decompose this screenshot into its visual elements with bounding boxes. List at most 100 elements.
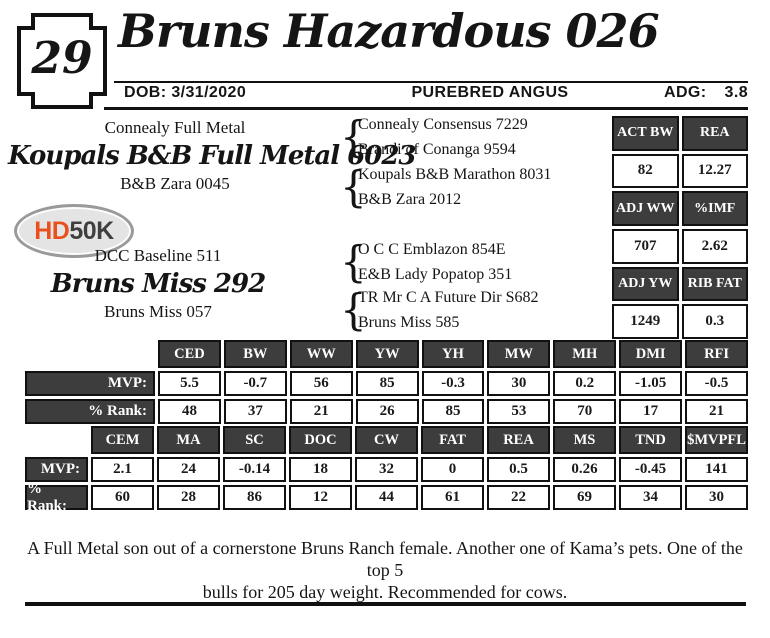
epd-row-label: % Rank: bbox=[25, 481, 88, 514]
breed-text: PUREBRED ANGUS bbox=[411, 84, 569, 101]
page-bottom-rule bbox=[25, 602, 746, 606]
ancestor-group: { Connealy Consensus 7229 Brandi of Cona… bbox=[340, 112, 630, 162]
epd-column-header: DMI bbox=[619, 340, 683, 368]
epd-column-header: MS bbox=[553, 426, 616, 454]
epd-column-header: MW bbox=[487, 340, 551, 368]
sire-of-sire: Connealy Full Metal bbox=[104, 118, 246, 137]
stat-value: 12.27 bbox=[681, 153, 748, 189]
stat-header: ADJ WW bbox=[612, 191, 679, 226]
stat-header: ADJ YW bbox=[612, 266, 679, 302]
hd50k-logo-50k: 50K bbox=[69, 216, 114, 245]
epd-value: 0.2 bbox=[553, 371, 617, 396]
epd-column-header: DOC bbox=[289, 426, 352, 454]
dob-text: DOB: 3/31/2020 bbox=[124, 84, 246, 102]
epd-column-header: YH bbox=[421, 340, 485, 368]
stat-value: 82 bbox=[612, 153, 679, 189]
ancestor-top: O C C Emblazon 854E bbox=[358, 241, 506, 258]
dam-name: Bruns Miss 292 bbox=[50, 269, 266, 299]
epd-value: 32 bbox=[355, 457, 418, 482]
adg-label: ADG: bbox=[664, 84, 707, 101]
adg-value: 3.8 bbox=[724, 84, 748, 101]
ancestor-top: TR Mr C A Future Dir S682 bbox=[358, 289, 539, 306]
brace-icon: { bbox=[340, 236, 367, 287]
epd-value: 12 bbox=[289, 485, 352, 510]
epd-value: 22 bbox=[487, 485, 550, 510]
lot-number: 29 bbox=[31, 32, 93, 84]
epd-column-header: REA bbox=[487, 426, 550, 454]
epd-column-header: BW bbox=[223, 340, 287, 368]
measurement-stats-table: ACT BW REA 82 12.27 ADJ WW %IMF 707 2.62… bbox=[612, 116, 748, 339]
dam-of-dam: Bruns Miss 057 bbox=[104, 302, 212, 321]
epd-header-spacer bbox=[25, 426, 88, 454]
lot-description-line1: A Full Metal son out of a cornerstone Br… bbox=[27, 538, 743, 580]
epd-value: -0.5 bbox=[685, 371, 748, 396]
epd-value: -0.14 bbox=[223, 457, 286, 482]
sire-block: Connealy Full Metal Koupals B&B Full Met… bbox=[8, 118, 417, 194]
epd-column-header: RFI bbox=[685, 340, 748, 368]
epd-header-spacer bbox=[25, 340, 155, 368]
epd-value: 0.26 bbox=[553, 457, 616, 482]
epd-column-header: $MVPFL bbox=[685, 426, 748, 454]
epd-value: 44 bbox=[355, 485, 418, 510]
epd-value: 56 bbox=[289, 371, 353, 396]
sire-of-dam: DCC Baseline 511 bbox=[94, 246, 222, 265]
epd-row-label: MVP: bbox=[25, 371, 155, 396]
epd-table-1: CED BW WW YW YH MW MH DMI RFI MVP: 5.5 -… bbox=[25, 340, 748, 424]
stat-value: 0.3 bbox=[681, 304, 748, 339]
epd-value: 141 bbox=[685, 457, 748, 482]
epd-value: 34 bbox=[619, 485, 682, 510]
dam-block: DCC Baseline 511 Bruns Miss 292 Bruns Mi… bbox=[8, 246, 308, 322]
epd-value: -0.7 bbox=[223, 371, 287, 396]
sire-name: Koupals B&B Full Metal 6023 bbox=[8, 141, 417, 171]
stat-value: 707 bbox=[612, 229, 679, 264]
epd-column-header: FAT bbox=[421, 426, 484, 454]
epd-value: -1.05 bbox=[619, 371, 683, 396]
epd-value: 18 bbox=[289, 457, 352, 482]
dob-value: 3/31/2020 bbox=[171, 84, 247, 101]
epd-value: 85 bbox=[421, 399, 485, 424]
epd-value: 70 bbox=[553, 399, 617, 424]
epd-column-header: TND bbox=[619, 426, 682, 454]
epd-value: -0.3 bbox=[421, 371, 485, 396]
brace-icon: { bbox=[340, 284, 367, 335]
epd-column-header: SC bbox=[223, 426, 286, 454]
hd50k-logo: HD 50K bbox=[14, 204, 134, 258]
epd-value: 69 bbox=[553, 485, 616, 510]
stat-header: %IMF bbox=[681, 191, 748, 226]
epd-table-2: CEM MA SC DOC CW FAT REA MS TND $MVPFL M… bbox=[25, 426, 748, 514]
lot-description-line2: bulls for 205 day weight. Recommended fo… bbox=[202, 582, 568, 602]
epd-value: 60 bbox=[91, 485, 154, 510]
epd-value: 17 bbox=[619, 399, 683, 424]
ancestor-bottom: Bruns Miss 585 bbox=[358, 314, 460, 331]
epd-column-header: CED bbox=[158, 340, 221, 368]
epd-column-header: CEM bbox=[91, 426, 154, 454]
stat-header: RIB FAT bbox=[681, 266, 748, 302]
stat-header: ACT BW bbox=[612, 116, 679, 151]
epd-row-label: MVP: bbox=[25, 457, 88, 482]
epd-value: 28 bbox=[157, 485, 220, 510]
epd-value: 24 bbox=[157, 457, 220, 482]
header-divider-top bbox=[114, 81, 748, 83]
epd-value: 61 bbox=[421, 485, 484, 510]
epd-column-header: WW bbox=[289, 340, 353, 368]
epd-column-header: MA bbox=[157, 426, 220, 454]
epd-column-header: MH bbox=[553, 340, 617, 368]
epd-value: 30 bbox=[487, 371, 551, 396]
ancestor-bottom: Brandi of Conanga 9594 bbox=[358, 141, 516, 158]
ancestor-bottom: E&B Lady Popatop 351 bbox=[358, 266, 513, 283]
lot-number-badge: 29 bbox=[16, 12, 108, 110]
stat-value: 1249 bbox=[612, 304, 679, 339]
ancestor-group: { O C C Emblazon 854E E&B Lady Popatop 3… bbox=[340, 237, 630, 287]
lot-description: A Full Metal son out of a cornerstone Br… bbox=[20, 537, 750, 603]
epd-row-label: % Rank: bbox=[25, 399, 155, 424]
epd-value: 30 bbox=[685, 485, 748, 510]
dam-of-sire: B&B Zara 0045 bbox=[120, 174, 230, 193]
epd-column-header: YW bbox=[355, 340, 419, 368]
notched-frame-icon bbox=[17, 13, 107, 109]
ancestor-group: { Koupals B&B Marathon 8031 B&B Zara 201… bbox=[340, 162, 630, 212]
epd-value: -0.45 bbox=[619, 457, 682, 482]
dob-label: DOB: bbox=[124, 84, 167, 101]
epd-value: 0.5 bbox=[487, 457, 550, 482]
epd-value: 5.5 bbox=[158, 371, 221, 396]
